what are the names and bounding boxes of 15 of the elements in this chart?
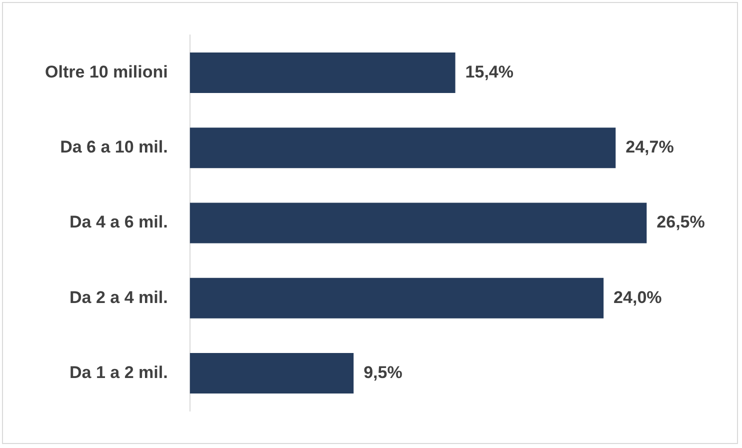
y-tick-label: Da 2 a 4 mil. [70,288,168,307]
y-tick-label: Oltre 10 milioni [45,62,168,82]
data-label: 24,7% [626,138,674,157]
y-tick-label: Da 6 a 10 mil. [60,138,168,157]
bar [190,128,616,168]
data-label: 26,5% [656,212,705,232]
bar [190,278,604,318]
bar [190,352,354,394]
bar [190,202,647,244]
y-tick-label: Da 4 a 6 mil. [70,212,168,232]
y-tick-label: Da 1 a 2 mil. [70,362,168,382]
data-label: 9,5% [364,362,402,382]
data-label: 15,4% [465,62,514,82]
data-label: 24,0% [614,288,662,307]
bar [190,52,456,94]
